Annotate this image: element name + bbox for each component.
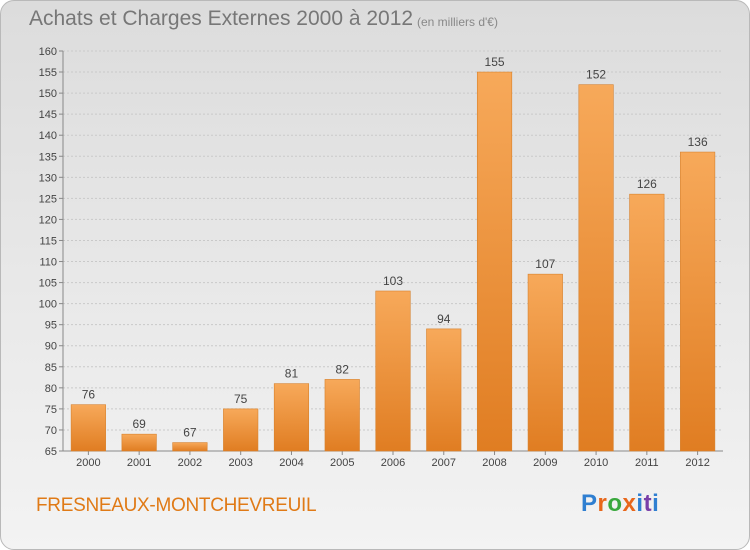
y-tick-label: 65 — [45, 446, 57, 458]
bar-value-label: 103 — [383, 274, 403, 288]
bar-value-label: 67 — [183, 426, 197, 440]
logo-letter: P — [581, 490, 598, 517]
bar-2011 — [629, 193, 665, 452]
x-tick-label: 2008 — [482, 457, 506, 469]
y-tick-label: 90 — [45, 341, 57, 353]
x-tick-label: 2004 — [279, 457, 303, 469]
x-tick-label: 2000 — [76, 457, 100, 469]
y-tick-label: 85 — [45, 362, 57, 374]
bar-value-label: 76 — [82, 388, 96, 402]
x-tick-label: 2012 — [685, 457, 709, 469]
x-tick-label: 2007 — [432, 457, 456, 469]
x-tick-label: 2011 — [635, 457, 659, 469]
logo-letter: r — [597, 490, 608, 517]
y-tick-label: 160 — [39, 46, 57, 58]
logo-letter: x — [622, 490, 637, 517]
gridlines — [63, 50, 723, 452]
bar-value-label: 107 — [535, 257, 555, 271]
bar-2002 — [172, 442, 208, 452]
y-tick-label: 155 — [39, 67, 57, 79]
proxiti-logo: Proxiti — [581, 490, 659, 518]
bar-value-label: 69 — [132, 417, 146, 431]
bar-2007 — [426, 328, 462, 452]
y-tick-label: 145 — [39, 109, 57, 121]
y-tick-label: 70 — [45, 425, 57, 437]
bar-value-label: 94 — [437, 312, 451, 326]
bar-2010 — [578, 84, 614, 452]
y-tick-label: 125 — [39, 193, 57, 205]
chart-subtitle: (en milliers d'€) — [417, 15, 498, 29]
commune-name: FRESNEAUX-MONTCHEVREUIL — [36, 495, 317, 516]
bar-value-label: 82 — [336, 362, 350, 376]
bar-value-label: 136 — [688, 135, 708, 149]
x-tick-label: 2005 — [330, 457, 354, 469]
x-tick-label: 2002 — [178, 457, 202, 469]
y-tick-label: 95 — [45, 320, 57, 332]
x-tick-label: 2010 — [584, 457, 608, 469]
y-tick-label: 105 — [39, 278, 57, 290]
x-tick-label: 2001 — [127, 457, 151, 469]
bar-value-label: 81 — [285, 367, 299, 381]
bar-2012 — [680, 151, 716, 452]
logo-letter: o — [607, 490, 623, 517]
y-tick-label: 150 — [39, 88, 57, 100]
y-tick-label: 115 — [39, 235, 57, 247]
x-tick-label: 2006 — [381, 457, 405, 469]
x-tick-label: 2003 — [228, 457, 252, 469]
bars — [70, 71, 716, 452]
y-tick-label: 110 — [39, 257, 57, 269]
labels: 65 70 75 80 85 90 95 100 105 110 115 120 125 130 135 14… — [39, 46, 710, 469]
bar-value-label: 155 — [485, 55, 505, 69]
bar-2005 — [324, 379, 360, 452]
y-tick-label: 140 — [39, 130, 57, 142]
logo-letter: i — [636, 490, 644, 517]
bar-2004 — [273, 383, 310, 452]
y-tick-label: 100 — [39, 299, 57, 311]
bar-2000 — [70, 404, 106, 452]
bar-2001 — [121, 433, 157, 452]
y-tick-label: 120 — [39, 214, 57, 226]
x-tick-label: 2009 — [533, 457, 557, 469]
bar-value-label: 126 — [637, 177, 657, 191]
y-tick-label: 130 — [39, 172, 57, 184]
bar-2009 — [527, 273, 563, 452]
bar-2008 — [476, 71, 513, 452]
bar-value-label: 75 — [234, 392, 248, 406]
y-tick-label: 135 — [39, 151, 57, 163]
y-tick-label: 75 — [45, 404, 57, 416]
bar-2006 — [375, 290, 411, 452]
bar-value-label: 152 — [586, 68, 606, 82]
logo-letter: t — [643, 490, 653, 517]
chart-title: Achats et Charges Externes 2000 à 2012 — [29, 7, 414, 30]
bar-2003 — [223, 408, 259, 452]
logo-letter: i — [652, 490, 660, 517]
y-tick-label: 80 — [45, 383, 57, 395]
